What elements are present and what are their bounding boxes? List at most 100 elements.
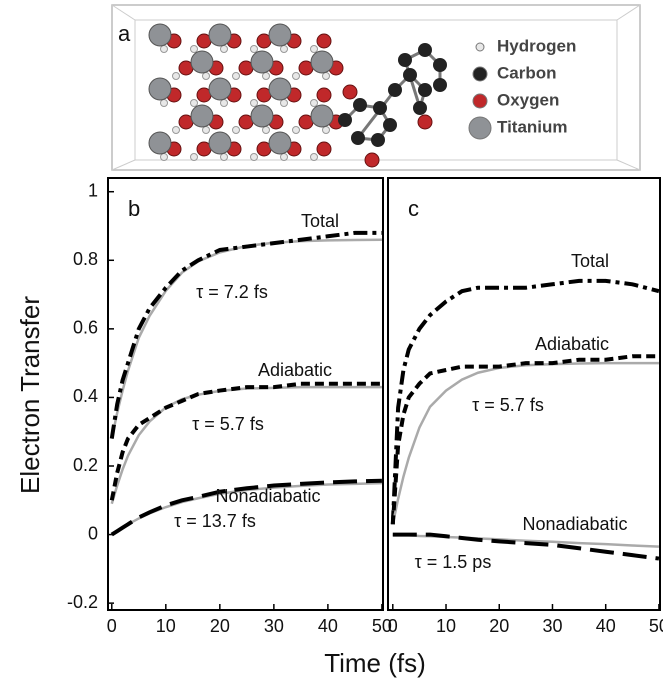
annotation: τ = 5.7 fs (472, 395, 544, 415)
plot-frame (108, 178, 383, 610)
y-tick-label: 1 (88, 180, 98, 200)
frame-edge (617, 5, 640, 20)
x-tick-label: 0 (388, 616, 398, 636)
x-tick-label: 50 (649, 616, 663, 636)
atom (338, 113, 352, 127)
x-tick-label: 30 (264, 616, 284, 636)
atom (317, 142, 331, 156)
annotation: τ = 7.2 fs (196, 282, 268, 302)
atom (365, 153, 379, 167)
y-tick-label: 0.4 (73, 386, 98, 406)
atom (203, 127, 210, 134)
y-tick-label: 0.6 (73, 318, 98, 338)
data-line (393, 356, 659, 524)
legend-swatch (473, 67, 487, 81)
atom (281, 154, 288, 161)
atom (149, 24, 171, 46)
atom (251, 105, 273, 127)
atom (203, 73, 210, 80)
atom (293, 127, 300, 134)
annotation: Nonadiabatic (522, 514, 627, 534)
atom (323, 127, 330, 134)
atom (418, 83, 432, 97)
panel-label: c (408, 196, 419, 221)
x-tick-label: 20 (489, 616, 509, 636)
legend-swatch (476, 43, 484, 51)
atom (403, 68, 417, 82)
atom (269, 132, 291, 154)
atom (388, 83, 402, 97)
legend-label: Carbon (497, 63, 557, 82)
legend-label: Hydrogen (497, 36, 576, 55)
atom (221, 154, 228, 161)
atom (433, 58, 447, 72)
fit-line (112, 240, 382, 439)
atom (418, 43, 432, 57)
atom (251, 154, 258, 161)
atom (311, 46, 318, 53)
figure: a Electron Transfer Time (fs) Hydrogen Ca… (0, 0, 663, 685)
atom (371, 133, 385, 147)
atom (433, 78, 447, 92)
atom (311, 154, 318, 161)
y-tick-label: 0 (88, 523, 98, 543)
atom (221, 46, 228, 53)
atom (173, 73, 180, 80)
atom (353, 98, 367, 112)
atom (209, 78, 231, 100)
atom (418, 115, 432, 129)
atom (269, 24, 291, 46)
panel-label: a (118, 21, 131, 46)
atom (251, 46, 258, 53)
atom (149, 132, 171, 154)
atom (373, 101, 387, 115)
y-axis-title: Electron Transfer (15, 296, 45, 494)
x-tick-label: 10 (156, 616, 176, 636)
atom (398, 53, 412, 67)
panel-label: b (128, 196, 140, 221)
x-tick-label: 20 (210, 616, 230, 636)
atom (269, 78, 291, 100)
atom (251, 51, 273, 73)
atom (383, 118, 397, 132)
atom (323, 73, 330, 80)
x-tick-label: 10 (436, 616, 456, 636)
atom (161, 100, 168, 107)
atom (209, 132, 231, 154)
atom (149, 78, 171, 100)
atom (351, 131, 365, 145)
panel-a: a (112, 5, 640, 170)
x-tick-label: 30 (542, 616, 562, 636)
atom (281, 100, 288, 107)
legend-label: Titanium (497, 117, 568, 136)
atom (311, 100, 318, 107)
fit-line (393, 363, 659, 524)
annotation: Adiabatic (258, 360, 332, 380)
annotation: τ = 5.7 fs (192, 414, 264, 434)
atom (233, 127, 240, 134)
atom (311, 51, 333, 73)
data-line (112, 233, 382, 439)
y-tick-label: 0.8 (73, 249, 98, 269)
atom (251, 100, 258, 107)
atom (161, 46, 168, 53)
atom (413, 101, 427, 115)
atom (191, 105, 213, 127)
atom (161, 154, 168, 161)
frame-edge (112, 160, 135, 170)
annotation: Total (571, 251, 609, 271)
x-tick-label: 0 (107, 616, 117, 636)
atom (263, 127, 270, 134)
y-tick-label: -0.2 (67, 592, 98, 612)
annotation: τ = 13.7 fs (174, 511, 256, 531)
atom (191, 154, 198, 161)
x-axis-title: Time (fs) (324, 648, 426, 678)
molecule (149, 24, 447, 167)
atom (191, 51, 213, 73)
legend-swatch (469, 117, 491, 139)
legend-label: Oxygen (497, 90, 559, 109)
atom (281, 46, 288, 53)
legend-swatch (473, 94, 487, 108)
atom (209, 24, 231, 46)
atom (311, 105, 333, 127)
